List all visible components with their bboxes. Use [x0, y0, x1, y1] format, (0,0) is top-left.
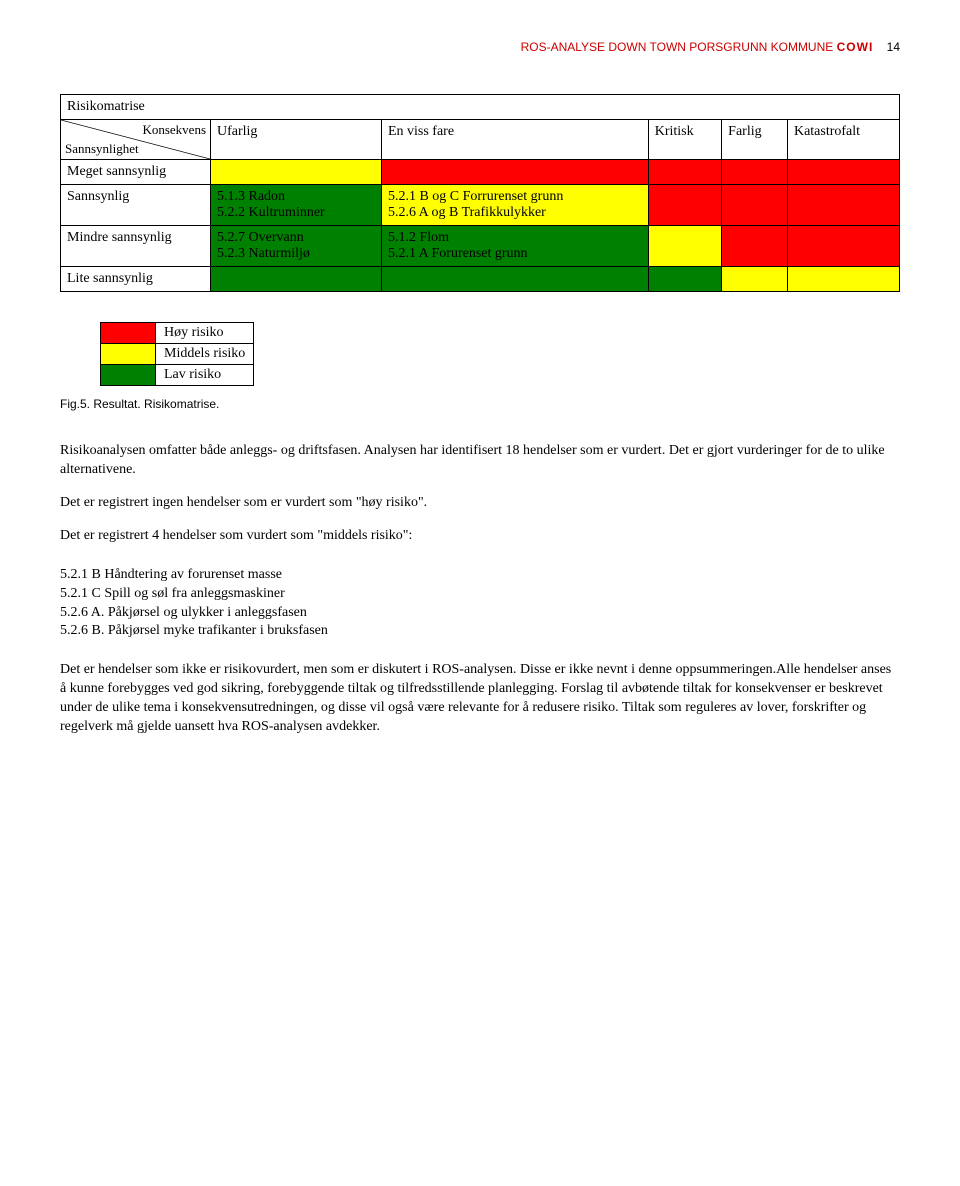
matrix-cell — [787, 226, 899, 267]
matrix-cell — [648, 160, 721, 185]
risk-matrix-table: Risikomatrise Konsekvens Sannsynlighet U… — [60, 94, 900, 292]
matrix-cell — [787, 185, 899, 226]
matrix-row: Sannsynlig5.1.3 Radon 5.2.2 Kultruminner… — [61, 185, 900, 226]
page-header: ROS-ANALYSE DOWN TOWN PORSGRUNN KOMMUNE … — [60, 40, 900, 54]
matrix-diagonal-header: Konsekvens Sannsynlighet — [61, 120, 211, 160]
legend-swatch — [101, 344, 156, 365]
figure-caption: Fig.5. Resultat. Risikomatrise. — [60, 396, 900, 412]
legend-swatch — [101, 365, 156, 386]
diag-bottom-label: Sannsynlighet — [65, 141, 139, 157]
matrix-cell — [648, 185, 721, 226]
body-paragraph: Det er registrert ingen hendelser som er… — [60, 494, 900, 513]
matrix-title: Risikomatrise — [61, 95, 900, 120]
col-header: Farlig — [722, 120, 788, 160]
col-header: Kritisk — [648, 120, 721, 160]
risk-legend: Høy risikoMiddels risikoLav risiko — [100, 322, 254, 386]
legend-label: Lav risiko — [156, 365, 254, 386]
list-item: 5.2.1 B Håndtering av forurenset masse — [60, 566, 900, 585]
row-label: Mindre sannsynlig — [61, 226, 211, 267]
matrix-cell — [211, 267, 382, 292]
row-label: Meget sannsynlig — [61, 160, 211, 185]
matrix-row: Meget sannsynlig — [61, 160, 900, 185]
body-paragraph: Risikoanalysen omfatter både anleggs- og… — [60, 442, 900, 480]
matrix-cell — [787, 267, 899, 292]
matrix-cell — [722, 160, 788, 185]
matrix-cell — [381, 267, 648, 292]
row-label: Lite sannsynlig — [61, 267, 211, 292]
matrix-cell — [381, 160, 648, 185]
col-header: En viss fare — [381, 120, 648, 160]
legend-label: Høy risiko — [156, 323, 254, 344]
matrix-cell: 5.1.2 Flom 5.2.1 A Forurenset grunn — [381, 226, 648, 267]
matrix-cell — [722, 226, 788, 267]
list-item: 5.2.6 B. Påkjørsel myke trafikanter i br… — [60, 622, 900, 641]
matrix-cell: 5.1.3 Radon 5.2.2 Kultruminner — [211, 185, 382, 226]
header-title: ROS-ANALYSE DOWN TOWN PORSGRUNN KOMMUNE — [521, 40, 834, 54]
header-logo: COWI — [837, 40, 874, 54]
matrix-cell — [722, 267, 788, 292]
matrix-row: Lite sannsynlig — [61, 267, 900, 292]
matrix-cell: 5.2.7 Overvann 5.2.3 Naturmiljø — [211, 226, 382, 267]
matrix-cell — [648, 226, 721, 267]
matrix-cell — [211, 160, 382, 185]
col-header: Katastrofalt — [787, 120, 899, 160]
body-paragraph: Det er registrert 4 hendelser som vurder… — [60, 527, 900, 546]
legend-label: Middels risiko — [156, 344, 254, 365]
row-label: Sannsynlig — [61, 185, 211, 226]
body-paragraph: Det er hendelser som ikke er risikovurde… — [60, 661, 900, 737]
matrix-cell: 5.2.1 B og C Forrurenset grunn 5.2.6 A o… — [381, 185, 648, 226]
matrix-cell — [648, 267, 721, 292]
legend-row: Middels risiko — [101, 344, 254, 365]
list-item: 5.2.1 C Spill og søl fra anleggsmaskiner — [60, 585, 900, 604]
col-header: Ufarlig — [211, 120, 382, 160]
legend-row: Lav risiko — [101, 365, 254, 386]
list-item: 5.2.6 A. Påkjørsel og ulykker i anleggsf… — [60, 604, 900, 623]
matrix-cell — [787, 160, 899, 185]
legend-swatch — [101, 323, 156, 344]
matrix-header-row: Konsekvens Sannsynlighet Ufarlig En viss… — [61, 120, 900, 160]
diag-top-label: Konsekvens — [142, 122, 206, 138]
matrix-cell — [722, 185, 788, 226]
legend-row: Høy risiko — [101, 323, 254, 344]
matrix-row: Mindre sannsynlig5.2.7 Overvann 5.2.3 Na… — [61, 226, 900, 267]
findings-list: 5.2.1 B Håndtering av forurenset masse5.… — [60, 566, 900, 642]
page-number: 14 — [887, 40, 900, 54]
